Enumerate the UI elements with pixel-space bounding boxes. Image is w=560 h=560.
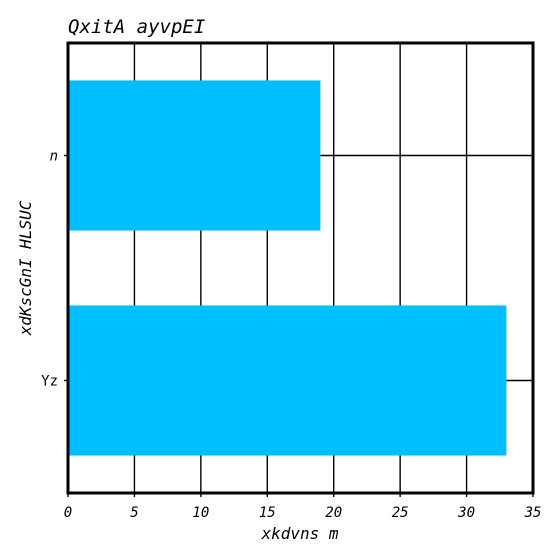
bar-yz <box>68 305 506 455</box>
chart-title: QxitA ayvpEI <box>68 16 205 38</box>
x-tick-label: 25 <box>392 505 409 521</box>
x-tick-label: 20 <box>325 505 342 521</box>
x-tick-label: 10 <box>192 505 209 521</box>
bar-n <box>68 80 320 230</box>
x-tick-label: 15 <box>259 505 276 521</box>
y-tick-label: n <box>50 149 58 165</box>
y-axis-label: xdKscGnI HLSUC <box>16 200 35 336</box>
x-axis-ticks: 0 5 10 15 20 25 30 35 <box>64 493 542 521</box>
y-tick-label: Yz <box>41 374 58 390</box>
x-tick-label: 35 <box>524 505 542 521</box>
x-tick-label: 0 <box>64 505 72 521</box>
x-axis-label: xkdvns m <box>260 524 338 543</box>
y-axis-ticks: n Yz <box>41 149 68 390</box>
x-tick-label: 30 <box>457 505 475 521</box>
x-tick-label: 5 <box>130 505 138 521</box>
